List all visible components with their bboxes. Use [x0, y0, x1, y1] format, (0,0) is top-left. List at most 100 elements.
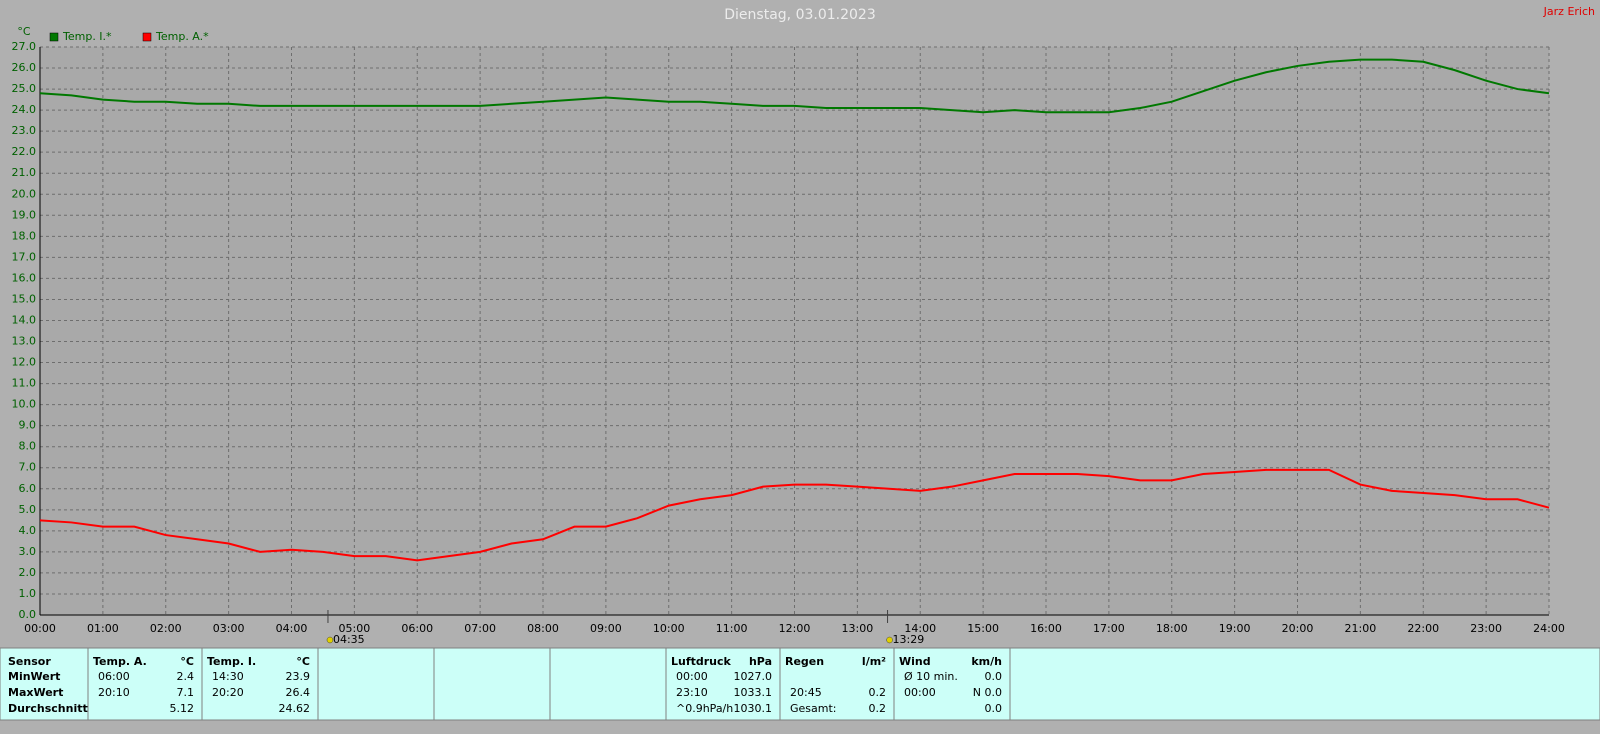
- marker-icon: [326, 636, 334, 644]
- x-tick-label: 17:00: [1093, 622, 1125, 635]
- x-tick-label: 21:00: [1345, 622, 1377, 635]
- section-unit: hPa: [749, 655, 772, 668]
- cell-time: 14:30: [212, 670, 244, 683]
- row-label: Durchschnitt: [8, 702, 88, 715]
- cell-value: 1030.1: [734, 702, 773, 715]
- x-tick-label: 05:00: [339, 622, 371, 635]
- x-tick-label: 13:00: [842, 622, 874, 635]
- section-name: Temp. A.: [93, 655, 147, 668]
- x-tick-label: 02:00: [150, 622, 182, 635]
- y-tick-label: 24.0: [12, 103, 37, 116]
- cell-time: 00:00: [904, 686, 936, 699]
- section-unit: °C: [296, 655, 310, 668]
- cell-value: 1027.0: [734, 670, 773, 683]
- y-tick-label: 10.0: [12, 398, 37, 411]
- y-tick-label: 20.0: [12, 187, 37, 200]
- y-tick-label: 13.0: [12, 335, 37, 348]
- table-panel: [0, 647, 1600, 721]
- x-tick-label: 18:00: [1156, 622, 1188, 635]
- row-label: MinWert: [8, 670, 60, 683]
- y-tick-label: 25.0: [12, 82, 37, 95]
- cell-value: 5.12: [170, 702, 195, 715]
- x-tick-label: 14:00: [904, 622, 936, 635]
- cell-value: 0.0: [985, 670, 1003, 683]
- y-tick-label: 14.0: [12, 313, 37, 326]
- section-unit: km/h: [971, 655, 1002, 668]
- x-tick-label: 15:00: [967, 622, 999, 635]
- x-tick-label: 19:00: [1219, 622, 1251, 635]
- x-tick-label: 10:00: [653, 622, 685, 635]
- section-name: Luftdruck: [671, 655, 732, 668]
- cell-value: 1033.1: [734, 686, 773, 699]
- x-tick-label: 03:00: [213, 622, 245, 635]
- marker-label: 04:35: [333, 633, 365, 646]
- cell-time: 06:00: [98, 670, 130, 683]
- y-tick-label: 18.0: [12, 229, 37, 242]
- y-tick-label: 6.0: [19, 482, 37, 495]
- owner: Jarz Erich: [1543, 5, 1595, 18]
- x-tick-label: 04:00: [276, 622, 308, 635]
- cell-time: Gesamt:: [790, 702, 837, 715]
- y-tick-label: 9.0: [19, 419, 37, 432]
- y-tick-label: 15.0: [12, 292, 37, 305]
- cell-value: 26.4: [286, 686, 311, 699]
- cell-value: 0.2: [869, 702, 887, 715]
- y-tick-label: 26.0: [12, 61, 37, 74]
- section-unit: l/m²: [862, 655, 886, 668]
- y-tick-label: 1.0: [19, 587, 37, 600]
- x-tick-label: 16:00: [1030, 622, 1062, 635]
- x-tick-label: 01:00: [87, 622, 119, 635]
- y-tick-label: 3.0: [19, 545, 37, 558]
- series-line: [39, 468, 1550, 562]
- x-tick-label: 11:00: [716, 622, 748, 635]
- cell-value: 2.4: [177, 670, 195, 683]
- cell-value: 23.9: [286, 670, 311, 683]
- cell-value: 24.62: [279, 702, 311, 715]
- x-tick-label: 24:00: [1533, 622, 1565, 635]
- cell-value: 0.2: [869, 686, 887, 699]
- cell-value: N 0.0: [973, 686, 1002, 699]
- y-tick-label: 23.0: [12, 124, 37, 137]
- cell-time: 00:00: [676, 670, 708, 683]
- y-tick-label: 21.0: [12, 166, 37, 179]
- legend-label: Temp. I.*: [62, 30, 112, 43]
- y-tick-label: 8.0: [19, 440, 37, 453]
- legend-swatch: [49, 32, 59, 42]
- cell-time: ^0.9hPa/h: [676, 702, 733, 715]
- cell-time: 20:10: [98, 686, 130, 699]
- y-tick-label: 16.0: [12, 271, 37, 284]
- y-tick-label: 19.0: [12, 208, 37, 221]
- row-label: Sensor: [8, 655, 51, 668]
- y-tick-label: 12.0: [12, 356, 37, 369]
- y-axis-label: °C: [17, 25, 31, 38]
- section-name: Regen: [785, 655, 824, 668]
- legend-label: Temp. A.*: [155, 30, 209, 43]
- series-line: [39, 58, 1550, 114]
- x-tick-label: 12:00: [779, 622, 811, 635]
- x-tick-label: 08:00: [527, 622, 559, 635]
- chart-title: Dienstag, 03.01.2023: [724, 7, 875, 23]
- table-dividers: [87, 648, 1011, 720]
- cell-time: 20:45: [790, 686, 822, 699]
- y-tick-label: 5.0: [19, 503, 37, 516]
- y-tick-label: 7.0: [19, 461, 37, 474]
- section-name: Wind: [899, 655, 931, 668]
- y-tick-label: 22.0: [12, 145, 37, 158]
- cell-time: Ø 10 min.: [904, 670, 958, 683]
- cell-value: 7.1: [177, 686, 195, 699]
- marker-icon: [886, 636, 893, 644]
- y-tick-label: 17.0: [12, 250, 37, 263]
- x-tick-label: 06:00: [401, 622, 433, 635]
- y-tick-label: 0.0: [19, 608, 37, 621]
- x-tick-label: 07:00: [464, 622, 496, 635]
- y-tick-label: 27.0: [12, 40, 37, 53]
- cell-time: 23:10: [676, 686, 708, 699]
- x-tick-label: 20:00: [1282, 622, 1314, 635]
- x-tick-label: 09:00: [590, 622, 622, 635]
- legend-swatch: [142, 32, 152, 42]
- cell-value: 0.0: [985, 702, 1003, 715]
- x-tick-label: 23:00: [1470, 622, 1502, 635]
- y-tick-label: 11.0: [12, 377, 37, 390]
- y-tick-label: 4.0: [19, 524, 37, 537]
